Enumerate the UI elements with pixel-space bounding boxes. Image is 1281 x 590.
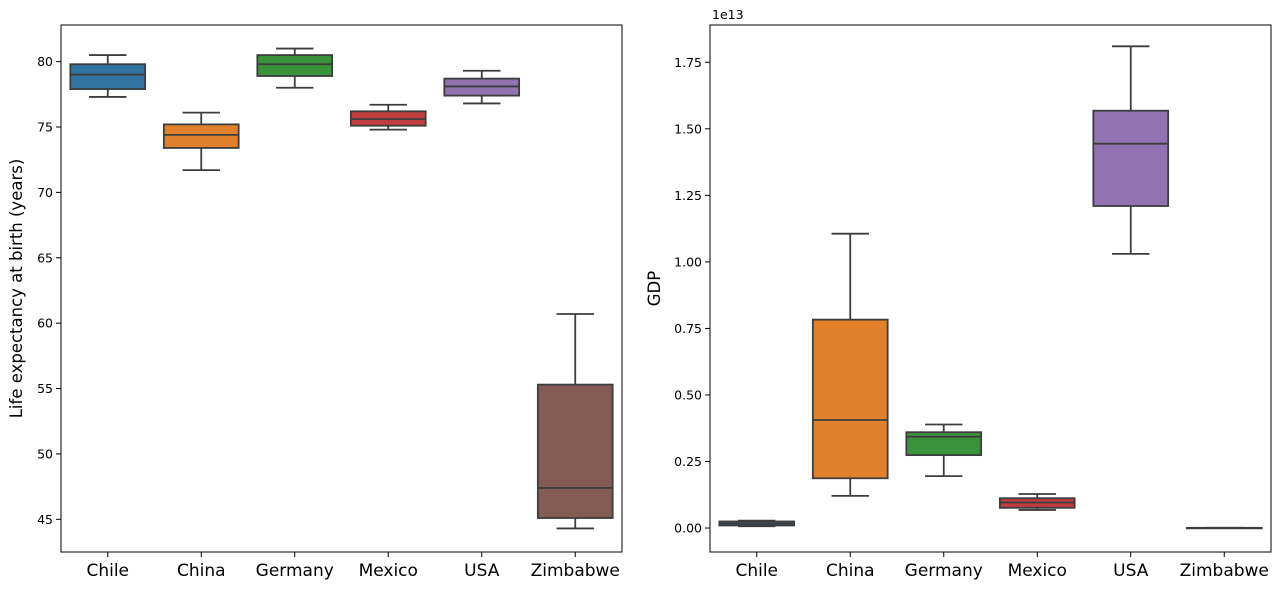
- y-tick-label: 1.75: [674, 55, 702, 70]
- y-axis-title: Life expectancy at birth (years): [7, 159, 26, 419]
- y-tick-label: 1.50: [674, 121, 702, 136]
- x-tick-label: Germany: [905, 561, 983, 581]
- y-tick-label: 0.00: [674, 521, 702, 536]
- y-tick-label: 50: [37, 446, 53, 461]
- x-tick-label: Zimbabwe: [1180, 561, 1269, 581]
- x-tick-label: Chile: [735, 561, 778, 581]
- box-chile: [69, 54, 147, 98]
- box-chile: [718, 519, 796, 528]
- y-tick-label: 60: [37, 316, 53, 331]
- chart-panel-2: 0.00 0.25 0.50 0.75 1.00 1.25 1.50 1.75 Chile Chi…: [645, 7, 1272, 581]
- box-body: [256, 54, 334, 77]
- box-body: [69, 63, 147, 90]
- y-tick-label: 80: [37, 54, 53, 69]
- axes-frame: [60, 24, 623, 553]
- box-china: [162, 111, 240, 172]
- box-zimbabwe: [536, 313, 614, 530]
- x-tick-label: Chile: [86, 561, 129, 581]
- y-offset-label: 1e13: [712, 7, 744, 22]
- x-tick-label: USA: [1113, 561, 1149, 581]
- box-zimbabwe: [1185, 526, 1263, 530]
- box-body: [536, 383, 614, 519]
- box-mexico: [349, 103, 427, 131]
- box-usa: [1092, 45, 1170, 255]
- box-germany: [256, 47, 334, 89]
- y-tick-label: 45: [37, 512, 53, 527]
- x-tick-label: Mexico: [1008, 561, 1067, 581]
- x-tick-label: USA: [464, 561, 500, 581]
- y-tick-label: 1.00: [674, 254, 702, 269]
- box-usa: [443, 69, 521, 105]
- y-tick-label: 0.50: [674, 387, 702, 402]
- chart-panel-1: 45 50 55 60 65 70 75 80 Chile China Germany Mexico U…: [7, 24, 623, 581]
- y-tick-label: 55: [37, 381, 53, 396]
- y-axis-title: GDP: [645, 271, 664, 306]
- x-tick-label: China: [177, 561, 226, 581]
- box-body: [905, 431, 983, 457]
- box-body: [1092, 109, 1170, 207]
- box-mexico: [998, 493, 1076, 511]
- y-tick-label: 1.25: [674, 188, 702, 203]
- axes-frame: [709, 24, 1272, 553]
- x-tick-label: China: [826, 561, 875, 581]
- x-tick-label: Germany: [256, 561, 334, 581]
- x-tick-label: Mexico: [359, 561, 418, 581]
- box-body: [162, 123, 240, 149]
- y-tick-label: 0.25: [674, 454, 702, 469]
- box-germany: [905, 423, 983, 478]
- y-tick-label: 70: [37, 185, 53, 200]
- box-china: [811, 232, 889, 497]
- y-tick-label: 65: [37, 250, 53, 265]
- x-tick-label: Zimbabwe: [531, 561, 620, 581]
- y-tick-label: 0.75: [674, 321, 702, 336]
- box-body: [811, 318, 889, 480]
- y-tick-label: 75: [37, 120, 53, 135]
